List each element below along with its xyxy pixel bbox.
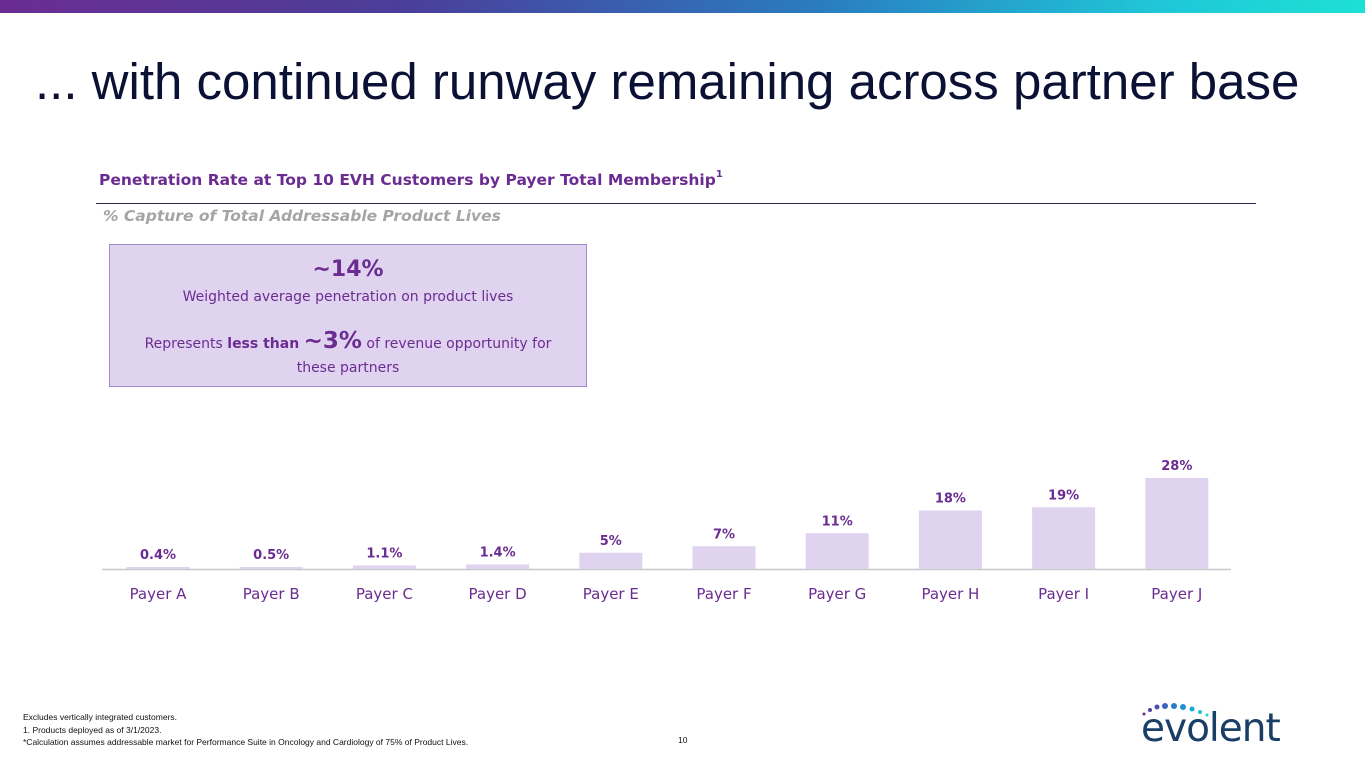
bar-payer-j <box>1145 478 1209 569</box>
callout-headline-text: Weighted average penetration on product … <box>182 289 514 305</box>
top-gradient-bar <box>0 0 1365 13</box>
callout-headline: ~14% <box>312 257 384 282</box>
data-label-payer-g: 11% <box>822 514 853 529</box>
chart-title-divider <box>96 203 1256 204</box>
logo-dots-icon <box>1142 703 1209 717</box>
bar-payer-e <box>579 552 643 569</box>
data-label-payer-e: 5% <box>600 534 622 549</box>
data-label-payer-c: 1.1% <box>366 546 402 561</box>
x-tick-label-payer-c: Payer C <box>356 585 413 603</box>
penetration-callout-box: ~14% Weighted average penetration on pro… <box>109 244 587 387</box>
x-tick-label-payer-d: Payer D <box>469 585 527 603</box>
data-label-payer-h: 18% <box>935 492 966 507</box>
footnotes: Excludes vertically integrated customers… <box>23 711 468 749</box>
data-label-payer-i: 19% <box>1048 488 1079 503</box>
callout-revenue-line: Represents less than ~3% of revenue oppo… <box>130 329 566 380</box>
x-tick-label-payer-h: Payer H <box>921 585 979 603</box>
x-tick-label-payer-g: Payer G <box>808 585 866 603</box>
bar-payer-b <box>239 567 303 569</box>
footnote-1: Excludes vertically integrated customers… <box>23 712 178 722</box>
x-tick-label-payer-a: Payer A <box>130 585 188 603</box>
bar-payer-g <box>805 533 869 569</box>
evolent-logo: evolent <box>1138 700 1303 755</box>
callout-line-bold: less than <box>227 336 300 352</box>
chart-title-text: Penetration Rate at Top 10 EVH Customers… <box>99 171 716 190</box>
x-tick-label-payer-f: Payer F <box>696 585 751 603</box>
page-number: 10 <box>678 735 688 745</box>
chart-title: Penetration Rate at Top 10 EVH Customers… <box>99 169 723 190</box>
bar-payer-c <box>352 565 416 569</box>
bar-payer-d <box>466 564 530 569</box>
footnote-2: 1. Products deployed as of 3/1/2023. <box>23 724 162 735</box>
bar-payer-i <box>1032 507 1096 569</box>
data-label-payer-d: 1.4% <box>480 545 516 560</box>
data-label-payer-b: 0.5% <box>253 548 289 563</box>
callout-line-prefix: Represents <box>144 336 228 352</box>
x-tick-label-payer-j: Payer J <box>1151 585 1202 603</box>
footnote-3: *Calculation assumes addressable market … <box>23 737 469 747</box>
callout-line-value: ~3% <box>303 328 362 354</box>
chart-subtitle: % Capture of Total Addressable Product L… <box>103 207 501 225</box>
page-title: ... with continued runway remaining acro… <box>35 53 1300 110</box>
bar-payer-f <box>692 546 756 569</box>
x-tick-label-payer-i: Payer I <box>1038 585 1089 603</box>
bar-payer-a <box>126 567 190 569</box>
x-tick-label-payer-b: Payer B <box>243 585 300 603</box>
data-label-payer-f: 7% <box>713 527 735 542</box>
logo-wordmark: evolent <box>1141 706 1281 751</box>
bar-payer-h <box>918 510 982 569</box>
chart-title-footnote-ref: 1 <box>715 169 723 180</box>
x-tick-label-payer-e: Payer E <box>583 585 639 603</box>
data-label-payer-a: 0.4% <box>140 548 176 563</box>
callout-line-suffix: of revenue opportunity for these partner… <box>296 336 552 376</box>
data-label-payer-j: 28% <box>1161 459 1192 474</box>
